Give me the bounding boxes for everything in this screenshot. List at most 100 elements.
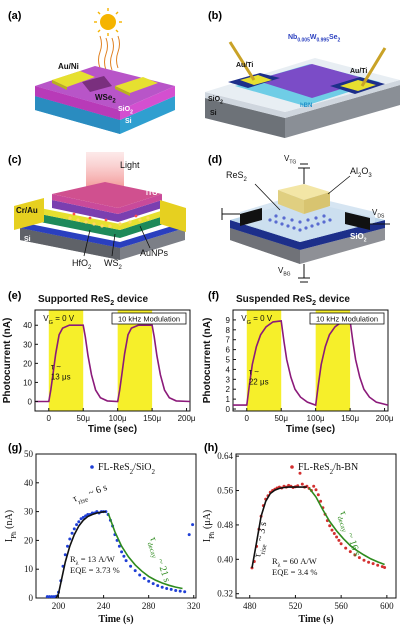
data-point (122, 554, 126, 558)
data-point (151, 582, 155, 586)
label-part: 2 (330, 468, 334, 476)
rise-fit-line (55, 510, 107, 599)
data-point (287, 483, 291, 487)
decay-fit-line (308, 487, 385, 566)
ws2-label-c: WS2 (104, 258, 122, 271)
x-tick-label: 520 (289, 601, 303, 611)
vbg-sub: BG (283, 271, 291, 278)
data-point (63, 553, 67, 557)
data-point (129, 564, 133, 568)
plot-frame (235, 453, 397, 599)
panel-b: (b) Nb0.005W0.995Se2 Au/Ti Au/Ti SiO2 Si… (200, 0, 402, 140)
modulation-label: 10 kHz Modulation (316, 315, 378, 324)
y-tick-label: 0 (226, 405, 231, 414)
data-point (353, 553, 357, 557)
eqe-label: EQE = 3.4 % (272, 567, 317, 577)
data-point (156, 584, 160, 588)
label-part: ~ 6 s (85, 482, 109, 500)
data-point (187, 533, 191, 537)
y-tick-label: 4 (226, 365, 231, 374)
data-point (147, 579, 151, 583)
y-tick-label: 10 (24, 564, 34, 574)
y-tick-label: 30 (24, 507, 34, 517)
x-axis-label: Time (sec) (88, 424, 137, 435)
label-part: G (247, 320, 251, 326)
vtg-sub: TG (289, 159, 297, 166)
flake-label-b: Nb0.005W0.995Se2 (288, 34, 340, 43)
title-sub: 2 (312, 300, 317, 307)
y-tick-label: 10 (23, 378, 32, 387)
y-tick-label: 0.32 (217, 589, 233, 599)
label-part: R (272, 556, 278, 566)
panel-label-c: (c) (8, 154, 22, 166)
y-tick-label: 0 (29, 593, 34, 603)
plot-frame (35, 453, 197, 599)
label-part: τ (147, 536, 159, 543)
tau-label: τ ~ (249, 367, 259, 376)
x-tick-label: 150μ (143, 414, 161, 423)
data-point (72, 527, 76, 531)
vds-sub: DS (377, 213, 385, 220)
y-tick-label: 5 (226, 356, 231, 365)
electrode-left-label-b: Au/Ti (236, 62, 254, 69)
y-tick-label: 6 (226, 346, 231, 355)
data-point (68, 537, 72, 541)
gate-condition: VG = 0 V (43, 314, 74, 326)
vds-text: V (372, 208, 378, 217)
responsivity-label: Rλ = 60 A/W (272, 556, 317, 569)
red-dots (72, 212, 138, 222)
data-point (319, 499, 323, 503)
data-point (70, 531, 74, 535)
device-schematic-b (205, 41, 400, 138)
data-point (79, 517, 83, 521)
data-point (183, 590, 187, 594)
label-part: Ph (10, 531, 18, 539)
data-point (160, 585, 164, 589)
dielectric-sub-2: 3 (368, 172, 372, 179)
data-point (52, 595, 56, 599)
pillar-array (268, 214, 332, 232)
x-tick-label: 240 (97, 601, 111, 611)
y-axis-label: Photocurrent (nA) (202, 318, 213, 404)
vtg-label-d: VTG (284, 154, 296, 166)
y-tick-label: 1 (226, 395, 231, 404)
device-schematic-c (14, 152, 186, 260)
oxide-text: SiO (350, 232, 364, 241)
tau-rise-label: τrise ~ 6 s (71, 482, 110, 507)
flake-sub-2: 0.995 (316, 37, 329, 44)
vbg-label-d: VBG (278, 266, 291, 278)
y-tick-label: 30 (23, 340, 32, 349)
label-part: = 0 V (53, 314, 75, 323)
panel-label-a: (a) (8, 10, 22, 22)
x-tick-label: 560 (334, 601, 348, 611)
label-part: rise (77, 495, 89, 506)
title-text: Supported ReS (38, 294, 111, 305)
modulation-label: 10 kHz Modulation (118, 315, 180, 324)
oxide-text: SiO (208, 96, 221, 103)
data-point (348, 550, 352, 554)
x-tick-label: 200μ (376, 414, 394, 423)
y-tick-label: 0 (28, 397, 33, 406)
data-point (142, 576, 146, 580)
y-tick-label: 0.56 (217, 486, 233, 496)
data-point (84, 514, 88, 518)
substrate-label-a: Si (125, 118, 132, 125)
y-tick-label: 20 (23, 359, 32, 368)
probe-right (360, 47, 387, 87)
label-part: /SiO (133, 462, 151, 473)
title-tail: device (316, 294, 350, 305)
data-point (332, 532, 336, 535)
gate-condition: VG = 0 V (241, 314, 272, 326)
hbn-label-b: hBN (300, 103, 313, 109)
data-point (169, 587, 173, 591)
data-point (117, 544, 121, 548)
data-point (66, 544, 69, 548)
x-tick-label: 0 (245, 414, 250, 423)
label-part: λ (76, 561, 79, 567)
x-tick-label: 200μ (178, 414, 196, 423)
data-point (344, 546, 348, 550)
flake-text: WSe (95, 93, 113, 102)
data-point (133, 569, 137, 573)
y-tick-label: 40 (24, 478, 34, 488)
data-point (174, 589, 178, 592)
